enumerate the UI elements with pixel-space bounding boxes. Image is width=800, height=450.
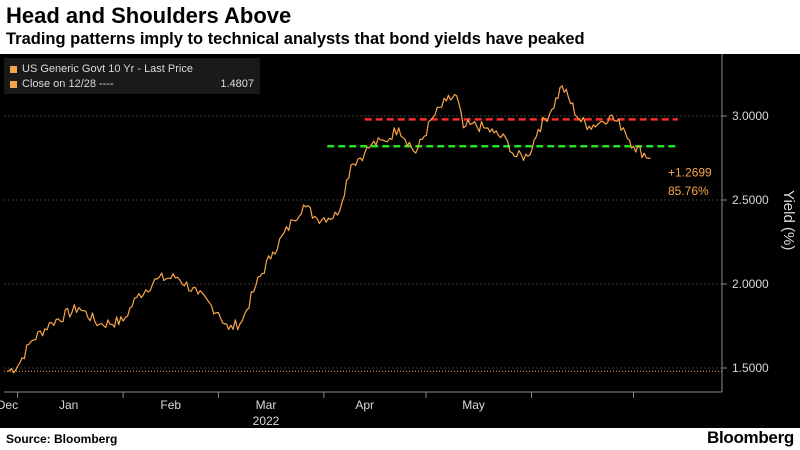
annotation-percent: 85.76% xyxy=(668,184,709,198)
yield-line-chart: 1.5000 2.0000 2.5000 3.0000 Yield (%) Dec Jan F… xyxy=(0,54,797,428)
x-tick-label-1: Jan xyxy=(59,398,78,412)
x-tick-label-2: Feb xyxy=(160,398,181,412)
legend-item-series: US Generic Govt 10 Yr - Last Price xyxy=(10,62,193,76)
x-tick-label-0: Dec xyxy=(0,398,18,412)
annotation-change: +1.2699 xyxy=(668,165,712,179)
chart-title: Head and Shoulders Above xyxy=(6,3,292,28)
y-tick-label-0: 1.5000 xyxy=(732,361,769,375)
x-tick-label-4: Apr xyxy=(355,398,374,412)
y-tick-label-3: 3.0000 xyxy=(732,109,769,123)
legend-item-close: Close on 12/28 ---- 1.4807 xyxy=(10,77,254,91)
chart-subtitle: Trading patterns imply to technical anal… xyxy=(6,30,585,48)
y-tick-label-2: 2.5000 xyxy=(732,193,769,207)
legend: US Generic Govt 10 Yr - Last Price Close… xyxy=(4,58,260,94)
legend-swatch-series xyxy=(10,65,17,73)
legend-value-close: 1.4807 xyxy=(220,78,254,90)
x-tick-label-5: May xyxy=(462,398,485,412)
series-line-0 xyxy=(7,85,651,374)
legend-swatch-close xyxy=(10,80,17,88)
legend-label-series: US Generic Govt 10 Yr - Last Price xyxy=(22,63,193,75)
chart-panel: 1.5000 2.0000 2.5000 3.0000 Yield (%) Dec Jan F… xyxy=(0,54,800,428)
legend-label-close: Close on 12/28 ---- xyxy=(22,78,114,90)
y-axis-label: Yield (%) xyxy=(780,190,797,250)
source-note: Source: Bloomberg xyxy=(6,432,118,446)
y-tick-label-1: 2.0000 xyxy=(732,277,769,291)
x-tick-label-3: Mar xyxy=(256,398,277,412)
bloomberg-logo: Bloomberg xyxy=(706,428,794,447)
x-year-label: 2022 xyxy=(253,414,280,428)
